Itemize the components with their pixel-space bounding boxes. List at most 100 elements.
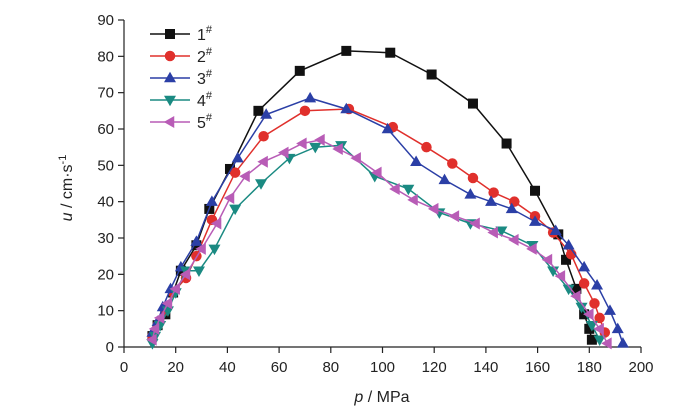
data-point: [583, 308, 594, 321]
data-point: [584, 323, 595, 334]
data-point: [438, 173, 451, 185]
x-tick-label: 40: [219, 359, 236, 376]
data-point: [229, 167, 241, 178]
y-tick-label: 20: [97, 266, 114, 283]
data-point: [575, 302, 588, 314]
data-point: [426, 69, 437, 80]
data-point: [611, 322, 624, 334]
data-point: [255, 179, 268, 190]
data-point: [161, 297, 173, 310]
x-tick-label: 20: [167, 359, 184, 376]
data-point: [561, 254, 572, 265]
legend-item: 5#: [150, 112, 213, 132]
axes: [123, 20, 641, 348]
data-point: [562, 239, 575, 250]
data-point: [294, 65, 305, 76]
data-point: [485, 195, 498, 206]
data-point: [541, 253, 553, 266]
series-line: [151, 97, 624, 344]
legend-label: 2#: [197, 46, 213, 66]
x-tick-label: 160: [525, 359, 550, 376]
data-point: [467, 98, 478, 109]
y-tick-label: 10: [97, 303, 114, 320]
data-point: [190, 235, 203, 246]
legend-label: 5#: [197, 112, 213, 132]
legend-item: 4#: [150, 90, 213, 110]
data-point: [332, 142, 343, 155]
y-tick-label: 80: [97, 48, 114, 65]
data-point: [350, 152, 361, 165]
data-point: [146, 333, 157, 346]
series-5: [146, 133, 612, 350]
data-point: [195, 242, 206, 255]
data-point: [407, 193, 418, 206]
data-point: [205, 195, 218, 206]
x-tick-label: 80: [322, 359, 339, 376]
legend-marker: [164, 95, 176, 107]
data-point: [385, 47, 396, 58]
legend-item: 1#: [150, 24, 213, 44]
legend-marker: [164, 50, 176, 62]
data-point: [501, 138, 512, 149]
ticks: 0 20 40 60 80 100 120 140 160 180 200 0 10 20 30 40 50 60…: [97, 12, 653, 376]
data-point: [526, 242, 537, 255]
data-point: [179, 268, 191, 281]
legend-label: 4#: [197, 90, 213, 110]
y-tick-label: 30: [97, 230, 114, 247]
legend-label: 1#: [197, 24, 213, 44]
data-point: [224, 163, 235, 174]
legend-marker: [165, 29, 175, 39]
data-point: [253, 105, 264, 116]
data-point: [591, 278, 604, 290]
data-point: [529, 215, 542, 226]
data-point: [427, 202, 439, 215]
data-point: [296, 137, 307, 150]
x-tick-label: 0: [120, 359, 128, 376]
legend: 1#2#3#4#5#: [150, 24, 213, 132]
data-point: [593, 322, 604, 335]
legend-item: 3#: [150, 68, 213, 88]
data-point: [495, 226, 508, 237]
data-point: [571, 283, 582, 294]
data-point: [578, 278, 590, 289]
data-point: [570, 290, 581, 303]
data-point: [314, 133, 325, 146]
data-point: [447, 158, 458, 169]
data-point: [341, 45, 352, 56]
data-point: [448, 210, 460, 223]
data-point: [223, 192, 235, 205]
data-point: [340, 102, 353, 114]
data-point: [421, 141, 432, 153]
data-point: [616, 337, 629, 348]
y-tick-label: 90: [97, 12, 114, 29]
data-point: [148, 322, 160, 335]
data-point: [554, 270, 566, 283]
data-point: [309, 142, 322, 154]
data-point: [239, 170, 250, 183]
data-point: [257, 155, 268, 168]
y-tick-label: 40: [97, 194, 114, 211]
x-tick-label: 140: [473, 359, 498, 376]
data-point: [169, 282, 180, 295]
y-axis-title: u / cm·s-1: [57, 155, 76, 222]
data-point: [402, 184, 415, 196]
legend-marker: [164, 71, 176, 83]
data-point: [505, 202, 518, 214]
x-tick-label: 200: [628, 359, 653, 376]
data-point: [578, 260, 591, 272]
series-group: [146, 45, 629, 350]
x-tick-label: 100: [370, 359, 395, 376]
data-point: [153, 311, 165, 324]
data-point: [389, 182, 400, 195]
legend-marker: [163, 116, 175, 128]
data-point: [508, 233, 519, 246]
data-point: [208, 244, 221, 256]
data-point: [549, 224, 562, 235]
y-tick-label: 0: [106, 339, 114, 356]
data-point: [467, 172, 479, 184]
legend-label: 3#: [197, 68, 213, 88]
data-point: [258, 131, 269, 142]
data-point: [210, 217, 222, 230]
x-tick-label: 180: [577, 359, 602, 376]
